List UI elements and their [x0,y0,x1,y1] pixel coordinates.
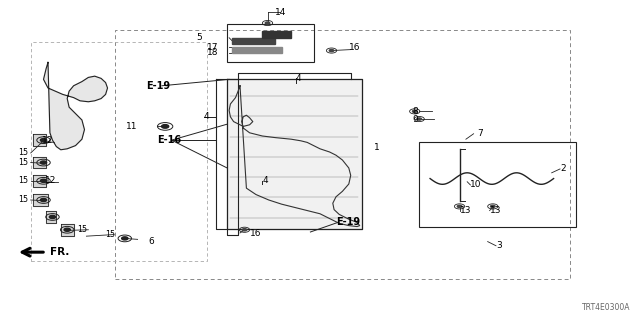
Circle shape [413,110,417,113]
Bar [419,142,576,227]
Text: 18: 18 [207,48,219,57]
Polygon shape [44,62,108,150]
Text: 9: 9 [412,116,418,124]
Text: 15: 15 [18,196,28,204]
Bar [227,24,314,62]
Polygon shape [61,224,74,236]
Circle shape [417,118,422,120]
Text: 12: 12 [45,176,56,185]
Text: 13: 13 [490,206,501,215]
Circle shape [40,139,47,142]
Circle shape [40,161,47,164]
Circle shape [49,215,56,219]
Circle shape [329,49,334,52]
Text: 15: 15 [18,176,28,185]
Text: 4: 4 [204,112,209,121]
Circle shape [243,228,247,231]
Text: 7: 7 [477,129,483,138]
Bar [31,42,207,261]
Text: 16: 16 [349,43,360,52]
Circle shape [64,228,70,231]
Bar [115,30,570,279]
Text: 15: 15 [18,148,28,157]
Text: 12: 12 [42,136,53,145]
Text: E-19: E-19 [336,217,360,228]
Text: 16: 16 [250,229,261,238]
Text: 13: 13 [460,206,471,215]
Polygon shape [33,194,48,206]
Text: 15: 15 [77,225,87,234]
Text: 1: 1 [374,143,380,152]
Polygon shape [33,175,46,187]
Text: 17: 17 [207,43,219,52]
Text: E-16: E-16 [157,135,181,145]
Circle shape [490,205,495,208]
Text: TRT4E0300A: TRT4E0300A [582,303,630,312]
Polygon shape [33,157,46,168]
Text: 3: 3 [496,241,502,250]
Text: 15: 15 [18,158,28,167]
Polygon shape [232,38,275,44]
Text: 8: 8 [412,107,418,116]
Circle shape [457,205,462,208]
Text: 14: 14 [275,8,287,17]
Text: E-19: E-19 [146,81,170,91]
Text: 2: 2 [560,164,566,173]
Text: 5: 5 [196,33,202,42]
Polygon shape [262,31,291,38]
Text: 4: 4 [262,176,268,185]
Circle shape [265,22,270,24]
Polygon shape [33,134,46,146]
Polygon shape [232,47,282,53]
Circle shape [161,124,169,128]
Circle shape [122,237,128,240]
Text: FR.: FR. [50,247,69,257]
Text: 4: 4 [296,74,301,83]
Text: 6: 6 [148,237,154,246]
Text: 15: 15 [106,230,116,239]
Polygon shape [227,79,362,229]
Text: 10: 10 [470,180,482,189]
Text: 11: 11 [126,122,138,131]
Polygon shape [46,211,56,223]
Circle shape [40,198,47,202]
Circle shape [40,179,47,182]
